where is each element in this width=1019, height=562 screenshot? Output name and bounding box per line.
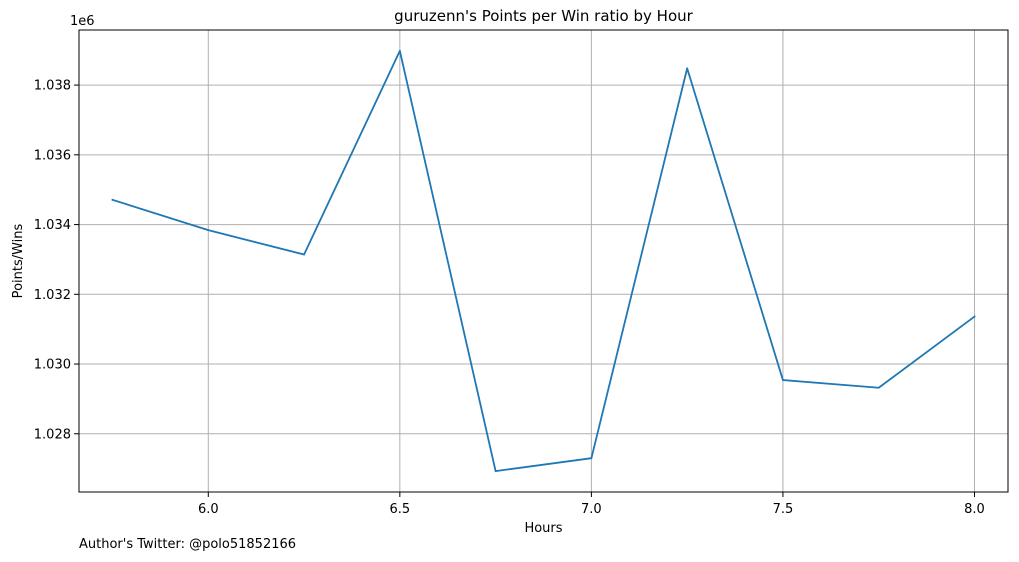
y-tick-label: 1.030	[34, 358, 71, 373]
data-point	[111, 198, 114, 201]
series-line	[111, 50, 976, 472]
y-axis-ticks: 1.028 1.030 1.032 1.034 1.036 1.038	[34, 79, 79, 442]
x-tick-label: 7.0	[581, 502, 602, 517]
y-axis-label: Points/Wins	[11, 223, 26, 298]
data-point	[590, 457, 593, 460]
chart-title: guruzenn's Points per Win ratio by Hour	[394, 7, 693, 25]
y-tick-label: 1.036	[34, 148, 71, 163]
plot-frame	[78, 29, 1009, 493]
data-point	[207, 229, 210, 232]
x-axis-ticks: 6.0 6.5 7.0 7.5 8.0	[198, 492, 985, 517]
y-tick-label: 1.034	[34, 218, 71, 233]
y-axis-offset-label: 1e6	[70, 14, 95, 29]
y-tick-label: 1.038	[34, 79, 71, 94]
data-point	[398, 50, 401, 52]
data-point	[494, 470, 497, 472]
data-point	[973, 315, 976, 318]
data-point	[877, 386, 880, 389]
series-layer	[111, 50, 976, 472]
author-credit: Author's Twitter: @polo51852166	[79, 537, 297, 552]
x-tick-label: 6.5	[389, 502, 410, 517]
data-point	[686, 67, 689, 70]
y-tick-label: 1.032	[34, 288, 71, 303]
y-tick-label: 1.028	[34, 427, 71, 442]
x-tick-label: 8.0	[964, 502, 985, 517]
data-point	[303, 253, 305, 256]
grid-lines	[79, 30, 1008, 492]
x-tick-label: 7.5	[773, 502, 794, 517]
x-axis-label: Hours	[524, 521, 562, 536]
data-point	[782, 379, 784, 381]
x-tick-label: 6.0	[198, 502, 219, 517]
